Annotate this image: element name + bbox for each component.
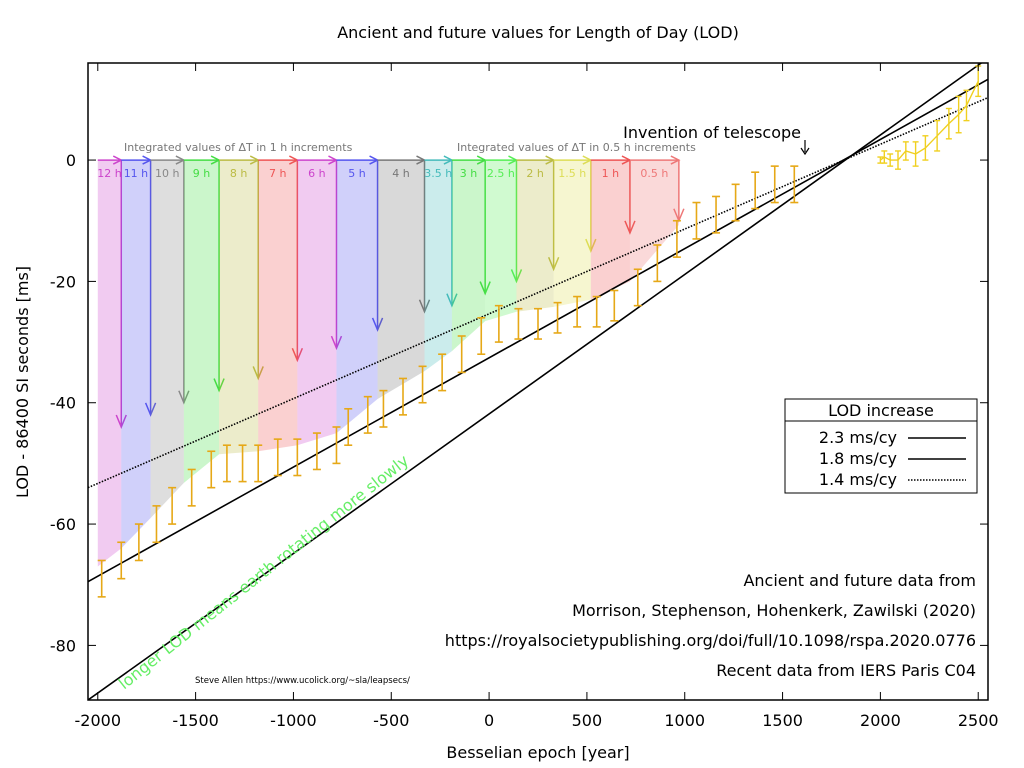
reconstruction-error-bars	[97, 165, 799, 598]
band-fill	[553, 160, 591, 307]
band-label: 6 h	[308, 167, 325, 180]
y-tick-label: 0	[66, 151, 76, 170]
band-top-arrowhead	[670, 155, 681, 165]
band-arrowhead	[115, 414, 127, 429]
plot-frame	[87, 62, 989, 701]
band-label: 11 h	[124, 167, 148, 180]
telescope-arrow	[800, 140, 810, 156]
band-label: 5 h	[348, 167, 365, 180]
band-arrowhead	[624, 220, 636, 235]
band-fill	[150, 160, 184, 519]
legend: LOD increase 2.3 ms/cy 1.8 ms/cy 1.4 ms/…	[784, 398, 978, 494]
band-label: 3.5 h	[424, 167, 452, 180]
x-tick-label: -2000	[75, 711, 122, 730]
y-axis-label: LOD - 86400 SI seconds [ms]	[13, 266, 32, 498]
band-fill	[485, 160, 517, 322]
band-header-half-h: Integrated values of ΔT in 0.5 h increme…	[457, 141, 696, 154]
band-label: 1 h	[602, 167, 619, 180]
y-tick-label: -40	[50, 394, 76, 413]
band-label: 4 h	[392, 167, 409, 180]
band-arrowhead	[446, 293, 458, 308]
band-top-arrowhead	[508, 155, 519, 165]
x-tick-label: -500	[373, 711, 409, 730]
band-label: 2 h	[526, 167, 543, 180]
band-fill	[97, 160, 122, 567]
band-fill	[258, 160, 298, 452]
band-arrowhead	[330, 335, 343, 351]
band-top-arrowhead	[582, 155, 593, 165]
band-fill	[121, 160, 151, 549]
band-fill	[219, 160, 259, 455]
band-top-arrowhead	[369, 155, 380, 165]
band-top-arrowhead	[443, 155, 454, 165]
x-tick-label: 2500	[958, 711, 999, 730]
telescope-label: Invention of telescope	[623, 123, 801, 142]
chart-title: Ancient and future values for Length of …	[337, 23, 739, 42]
band-arrowhead	[291, 347, 304, 363]
band-arrowhead	[585, 238, 597, 254]
band-label: 3 h	[460, 167, 477, 180]
y-tick-label: -60	[50, 515, 76, 534]
band-fill	[297, 160, 337, 446]
band-top-arrowhead	[328, 155, 339, 165]
band-fill	[377, 160, 425, 399]
band-top-arrowhead	[545, 155, 556, 165]
credit-line-4: Recent data from IERS Paris C04	[716, 661, 976, 680]
legend-label-1-8: 1.8 ms/cy	[819, 449, 897, 468]
band-fill	[516, 160, 554, 312]
band-arrowhead	[547, 256, 560, 272]
legend-label-1-4: 1.4 ms/cy	[819, 470, 897, 489]
band-arrowhead	[418, 299, 431, 314]
band-label: 0.5 h	[640, 167, 668, 180]
future-line	[879, 80, 979, 161]
author-credit: Steve Allen https://www.ucolick.org/~sla…	[195, 676, 410, 686]
x-axis-label: Besselian epoch [year]	[446, 743, 629, 762]
x-axis-ticks: -2000 -1500 -1000 -500 0 500 1000 1500 2000 2500	[75, 63, 999, 730]
trend-line	[88, 96, 988, 489]
x-tick-label: -1500	[172, 711, 219, 730]
band-arrowhead	[178, 390, 190, 405]
x-tick-label: 2000	[860, 711, 901, 730]
credit-line-2: Morrison, Stephenson, Hohenkerk, Zawilsk…	[572, 601, 976, 620]
band-fill	[424, 160, 452, 372]
x-tick-label: 0	[484, 711, 494, 730]
x-tick-label: 500	[572, 711, 603, 730]
band-label: 2.5 h	[487, 167, 515, 180]
y-tick-label: -20	[50, 272, 76, 291]
x-tick-label: -1000	[270, 711, 317, 730]
band-arrowhead	[510, 269, 523, 284]
band-header-1h: Integrated values of ΔT in 1 h increment…	[124, 141, 353, 154]
band-fill	[629, 160, 679, 282]
band-fill	[451, 160, 486, 352]
band-label: 9 h	[193, 167, 210, 180]
x-tick-label: 1500	[762, 711, 803, 730]
band-label: 1.5 h	[558, 167, 586, 180]
delta-t-bands: 12 h 11 h 10 h 9 h 8 h 7 h 6 h 5 h 4 h 3.5 h 3 h 2.…	[97, 155, 685, 567]
band-arrowhead	[252, 366, 264, 381]
band-label: 8 h	[230, 167, 247, 180]
band-arrowhead	[213, 378, 225, 393]
credit-line-3: https://royalsocietypublishing.org/doi/f…	[445, 631, 976, 650]
band-arrowhead	[371, 317, 384, 332]
band-label: 10 h	[155, 167, 179, 180]
band-label: 7 h	[269, 167, 286, 180]
credit-line-1: Ancient and future data from	[743, 571, 976, 590]
y-axis-ticks: -80 -60 -40 -20 0	[50, 151, 988, 655]
band-fill	[183, 160, 220, 483]
future-data	[877, 65, 982, 170]
band-fill	[336, 160, 378, 434]
y-tick-label: -80	[50, 636, 76, 655]
legend-label-2-3: 2.3 ms/cy	[819, 428, 897, 447]
band-arrowhead	[144, 402, 157, 417]
band-arrowhead	[479, 281, 491, 296]
band-label: 12 h	[97, 167, 121, 180]
trend-line	[88, 63, 983, 700]
x-tick-label: 1000	[664, 711, 705, 730]
legend-box	[784, 398, 978, 494]
band-fill	[590, 160, 630, 300]
legend-title: LOD increase	[828, 401, 934, 420]
band-top-arrowhead	[249, 155, 260, 165]
